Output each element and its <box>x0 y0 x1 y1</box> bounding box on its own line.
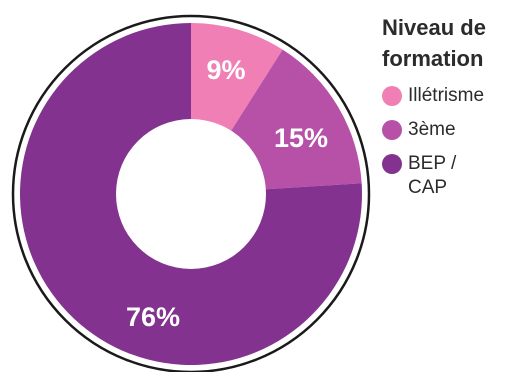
legend-swatch-3eme <box>382 120 402 140</box>
chart-outer-ring <box>11 14 371 372</box>
legend-title: Niveau de formation <box>382 15 486 71</box>
donut-hole <box>116 119 266 269</box>
slice-labels: 9% 15% 76% <box>126 55 328 332</box>
slice-value-label: 15% <box>274 123 328 153</box>
legend: Niveau de formation Illétrisme 3ème BEP … <box>382 12 518 210</box>
slice-value-label: 76% <box>126 302 180 332</box>
legend-label: BEP / CAP <box>408 153 457 198</box>
legend-swatch-bep-cap <box>382 154 402 174</box>
legend-item-3eme: 3ème <box>382 118 518 142</box>
legend-label: Illétrisme <box>408 85 485 106</box>
legend-item-illetrisme: Illétrisme <box>382 84 518 108</box>
legend-item-bep-cap: BEP / CAP <box>382 152 518 200</box>
slice-value-label: 9% <box>206 55 245 85</box>
legend-label: 3ème <box>408 119 456 140</box>
legend-swatch-illetrisme <box>382 86 402 106</box>
